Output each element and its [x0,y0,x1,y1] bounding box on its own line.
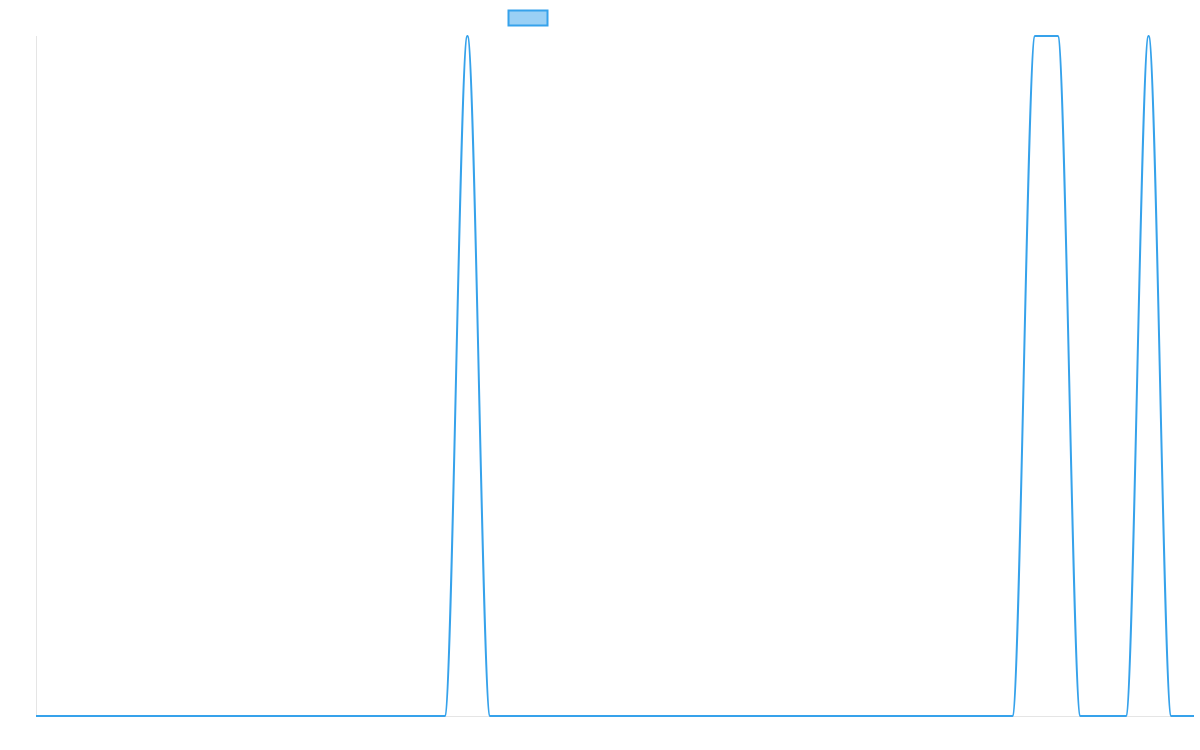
data-point-20[interactable] [487,713,493,719]
data-point-35[interactable] [828,713,834,719]
data-point-16[interactable] [396,713,402,719]
data-point-6[interactable] [169,713,175,719]
data-point-29[interactable] [691,713,697,719]
data-point-19[interactable] [464,33,470,39]
data-point-26[interactable] [623,713,629,719]
data-point-48[interactable] [1123,713,1129,719]
data-point-43[interactable] [1009,713,1015,719]
data-point-51[interactable] [1191,713,1197,719]
data-point-18[interactable] [442,713,448,719]
legend-swatch[interactable] [507,9,549,27]
data-point-49[interactable] [1146,33,1152,39]
data-point-23[interactable] [555,713,561,719]
data-point-2[interactable] [78,713,84,719]
data-point-11[interactable] [283,713,289,719]
data-point-44[interactable] [1032,33,1038,39]
data-point-3[interactable] [101,713,107,719]
data-point-39[interactable] [919,713,925,719]
data-point-45[interactable] [1055,33,1061,39]
data-point-34[interactable] [805,713,811,719]
data-point-8[interactable] [215,713,221,719]
data-point-38[interactable] [896,713,902,719]
data-point-40[interactable] [941,713,947,719]
data-point-15[interactable] [374,713,380,719]
data-point-17[interactable] [419,713,425,719]
series-line-0 [36,34,1194,717]
data-point-32[interactable] [760,713,766,719]
data-point-21[interactable] [510,713,516,719]
data-point-31[interactable] [737,713,743,719]
data-point-4[interactable] [124,713,130,719]
data-point-1[interactable] [56,713,62,719]
data-point-10[interactable] [260,713,266,719]
data-point-42[interactable] [987,713,993,719]
data-point-25[interactable] [601,713,607,719]
data-point-37[interactable] [873,713,879,719]
data-point-24[interactable] [578,713,584,719]
data-point-27[interactable] [646,713,652,719]
data-point-9[interactable] [237,713,243,719]
data-point-46[interactable] [1077,713,1083,719]
data-point-47[interactable] [1100,713,1106,719]
data-point-22[interactable] [533,713,539,719]
data-point-30[interactable] [714,713,720,719]
data-point-13[interactable] [328,713,334,719]
data-point-5[interactable] [147,713,153,719]
data-point-33[interactable] [782,713,788,719]
data-point-28[interactable] [669,713,675,719]
data-point-14[interactable] [351,713,357,719]
data-point-41[interactable] [964,713,970,719]
data-point-12[interactable] [305,713,311,719]
data-point-50[interactable] [1168,713,1174,719]
data-point-0[interactable] [33,713,39,719]
data-point-36[interactable] [850,713,856,719]
data-point-7[interactable] [192,713,198,719]
